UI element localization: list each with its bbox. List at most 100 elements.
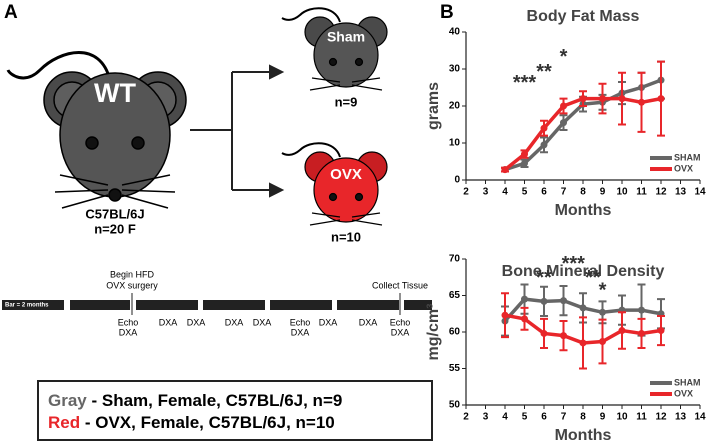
group-size: n=9 (335, 94, 358, 109)
annotation: * (599, 279, 607, 301)
x-tick-label: 11 (636, 412, 647, 423)
timeline-event: Echo (118, 317, 139, 327)
legend-box (37, 380, 433, 441)
sham-mouse (281, 7, 388, 91)
y-tick-label: 70 (449, 254, 461, 265)
point (501, 311, 509, 319)
annotation: * (560, 46, 568, 68)
arrows (190, 64, 285, 198)
x-tick-label: 10 (616, 412, 628, 423)
x-tick-label: 9 (600, 412, 606, 423)
x-tick-label: 12 (655, 412, 667, 423)
x-tick-label: 8 (580, 412, 586, 423)
annotation: ** (585, 267, 601, 289)
x-axis-label: Months (555, 202, 612, 219)
timeline-label: Begin HFD (110, 269, 155, 279)
y-tick-label: 60 (449, 327, 461, 338)
legend-label: OVX (674, 388, 693, 398)
point (599, 95, 606, 103)
legend-key: Gray (48, 391, 87, 410)
point (579, 339, 587, 347)
point (599, 308, 606, 316)
point (618, 327, 626, 335)
timeline-event: DXA (159, 317, 178, 327)
annotation: ** (536, 267, 552, 289)
y-tick-label: 20 (449, 101, 461, 112)
point (501, 166, 509, 174)
x-tick-label: 14 (694, 412, 706, 423)
point (560, 119, 567, 127)
group-size: n=10 (331, 229, 361, 244)
point (540, 329, 548, 337)
point (540, 124, 548, 132)
x-tick-label: 13 (675, 187, 687, 198)
x-tick-label: 3 (483, 187, 489, 198)
point (521, 159, 528, 167)
point (521, 295, 528, 303)
x-tick-label: 3 (483, 412, 489, 423)
panel-label: B (440, 2, 454, 23)
point (521, 150, 528, 158)
y-tick-label: 0 (454, 175, 460, 186)
scale-bar (2, 300, 64, 310)
legend-label: SHAM (674, 377, 701, 387)
x-tick-label: 6 (541, 187, 547, 198)
point (579, 304, 587, 312)
timeline-bars (70, 300, 432, 310)
legend-label: OVX (674, 163, 693, 173)
wt-mouse (6, 51, 187, 209)
point (657, 327, 665, 335)
mouse-label: OVX (330, 166, 362, 183)
timeline-event: DXA (359, 317, 378, 327)
point (540, 141, 548, 149)
point (560, 332, 567, 340)
point (560, 102, 567, 110)
x-tick-label: 6 (541, 412, 547, 423)
point (599, 337, 606, 345)
x-tick-label: 10 (616, 187, 628, 198)
group-size: n=20 F (94, 221, 136, 236)
x-tick-label: 4 (502, 412, 508, 423)
timeline-event: Echo (290, 317, 311, 327)
legend-text: - Sham, Female, C57BL/6J, n=9 (87, 391, 343, 410)
strain-label: C57BL/6J (85, 206, 144, 221)
legend-key: Red (48, 413, 80, 432)
annotation: *** (562, 253, 586, 275)
x-tick-label: 5 (522, 187, 528, 198)
y-tick-label: 50 (449, 400, 461, 411)
legend-line: Gray - Sham, Female, C57BL/6J, n=9 (48, 391, 342, 410)
mouse-label: Sham (327, 29, 365, 45)
scale-label: Bar = 2 months (5, 303, 49, 309)
point (540, 297, 548, 305)
x-tick-label: 2 (463, 187, 469, 198)
y-tick-label: 30 (449, 64, 461, 75)
ovx-mouse (281, 142, 388, 226)
x-tick-label: 7 (561, 187, 567, 198)
timeline-event: Echo (390, 317, 411, 327)
annotation: ** (536, 61, 552, 83)
timeline-event: DXA (291, 327, 310, 337)
point (618, 95, 626, 103)
timeline-event: DXA (319, 317, 338, 327)
x-tick-label: 2 (463, 412, 469, 423)
x-tick-label: 12 (655, 187, 667, 198)
point (657, 95, 665, 103)
timeline-ticks (131, 293, 401, 315)
y-tick-label: 65 (449, 290, 461, 301)
point (521, 315, 528, 323)
legend-text: - OVX, Female, C57BL/6J, n=10 (80, 413, 335, 432)
timeline-event: DXA (119, 327, 138, 337)
panel-label: A (4, 2, 18, 23)
x-tick-label: 7 (561, 412, 567, 423)
timeline-event: DXA (391, 327, 410, 337)
x-tick-label: 13 (675, 412, 687, 423)
x-tick-label: 11 (636, 187, 647, 198)
x-axis-label: Months (555, 427, 612, 444)
timeline-event: DXA (187, 317, 206, 327)
annotation: *** (513, 72, 537, 94)
y-tick-label: 10 (449, 138, 461, 149)
point (638, 98, 645, 106)
point (638, 306, 645, 314)
legend-line: Red - OVX, Female, C57BL/6J, n=10 (48, 413, 335, 432)
